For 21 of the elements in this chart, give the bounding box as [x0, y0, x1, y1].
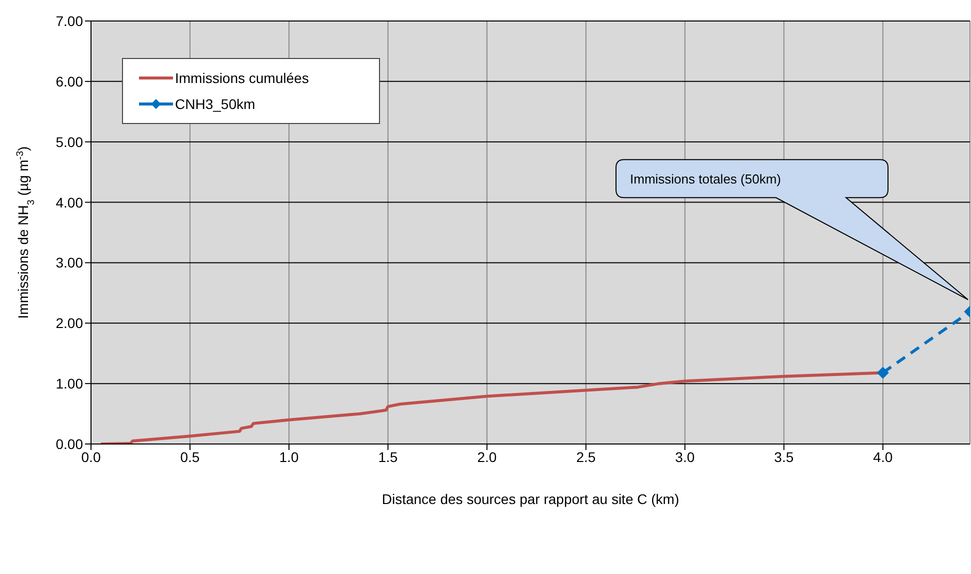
x-tick-label: 0.0: [81, 448, 101, 465]
x-tick-label: 0.5: [180, 448, 200, 465]
y-tick-label: 7.00: [56, 12, 84, 29]
y-tick-label: 1.00: [56, 376, 84, 392]
x-tick-label: 1.0: [279, 448, 299, 465]
y-tick-label: 5.00: [56, 134, 84, 150]
y-tick-label: 2.00: [56, 315, 84, 332]
y-tick-label: 4.00: [56, 194, 84, 210]
y-tick-label: 0.00: [56, 436, 84, 452]
x-axis-title: Distance des sources par rapport au site C (km): [382, 491, 680, 507]
x-tick-label: 2.5: [576, 448, 596, 465]
y-tick-label: 3.00: [56, 254, 84, 271]
x-tick-label: 1.5: [378, 448, 398, 465]
x-tick-label: 4.0: [873, 448, 893, 465]
annotation: Immissions totales (50km): [630, 172, 781, 187]
legend-label: CNH3_50km: [175, 96, 256, 112]
legend-label: Immissions cumulées: [175, 70, 309, 86]
x-tick-label: 2.0: [477, 448, 497, 465]
x-tick-label: 3.0: [675, 448, 695, 465]
y-tick-label: 6.00: [56, 73, 84, 90]
x-tick-label: 3.5: [774, 448, 794, 465]
